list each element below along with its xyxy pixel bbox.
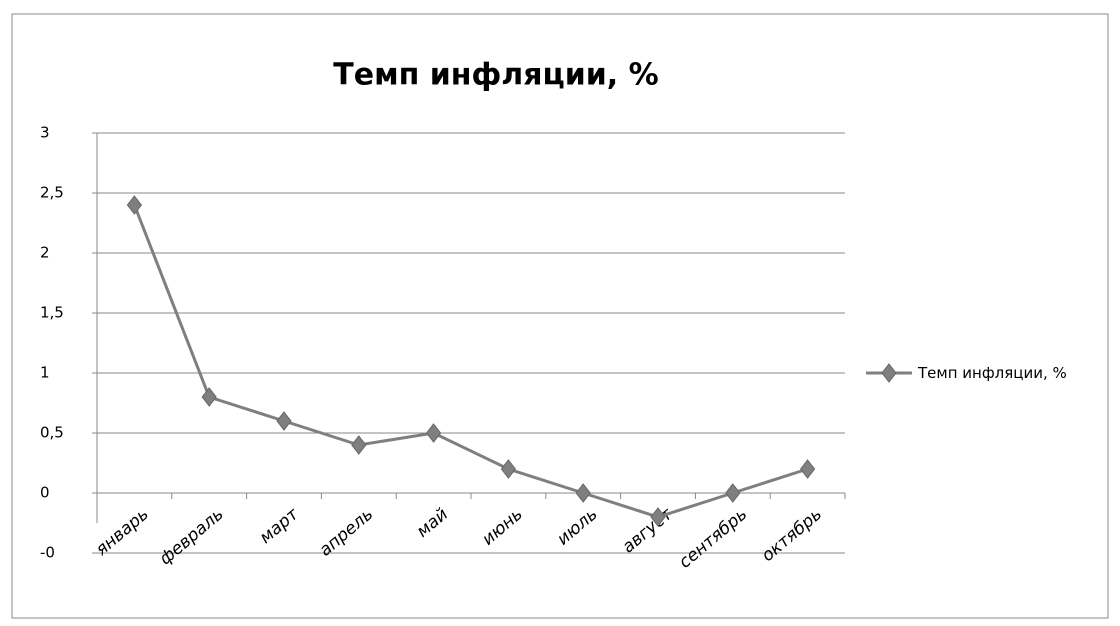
legend-marker	[881, 363, 897, 383]
chart-title: Темп инфляции, %	[333, 58, 658, 93]
data-point	[500, 459, 517, 479]
y-tick-label: 2	[40, 244, 50, 262]
data-point	[276, 411, 292, 431]
data-point	[425, 423, 442, 443]
data-point	[799, 459, 816, 479]
chart-frame	[11, 13, 1109, 619]
series-line	[133, 204, 809, 519]
y-tick-label: 2,5	[40, 184, 64, 202]
y-tick-label: 1	[40, 364, 50, 382]
data-point	[351, 435, 367, 455]
data-point	[575, 483, 591, 503]
data-point	[725, 483, 741, 503]
y-tick-label: 3	[40, 124, 50, 142]
data-point	[201, 387, 217, 407]
y-tick-label: 0,5	[40, 424, 64, 442]
y-tick-label: -0	[40, 544, 55, 562]
y-tick-label: 1,5	[40, 304, 64, 322]
data-point	[126, 195, 143, 215]
y-tick-label: 0	[40, 484, 50, 502]
legend-label: Темп инфляции, %	[918, 364, 1067, 382]
data-point	[650, 507, 666, 527]
